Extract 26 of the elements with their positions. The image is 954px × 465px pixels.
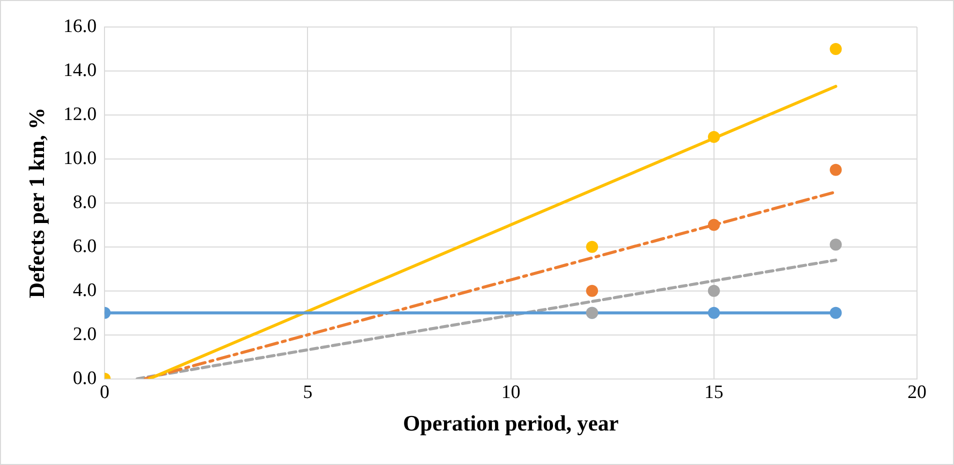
point	[708, 218, 720, 231]
x-tick-label: 20	[908, 382, 926, 404]
point	[830, 164, 842, 176]
x-axis-title: Operation period, year	[402, 410, 619, 436]
x-tick-label: 10	[501, 382, 520, 404]
y-axis-title: Defects per 1 km, %	[24, 107, 49, 298]
x-tick-label: 15	[704, 382, 724, 404]
point	[830, 238, 842, 251]
y-tick-label: 8.0	[72, 192, 97, 213]
y-tick-label: 16.0	[63, 16, 97, 37]
y-tick-label: 14.0	[63, 60, 97, 81]
y-tick-label: 2.0	[72, 324, 97, 345]
y-tick-label: 4.0	[72, 280, 97, 301]
y-tick-label: 0.0	[72, 368, 97, 389]
point	[830, 306, 842, 319]
point	[708, 306, 720, 319]
point	[830, 42, 842, 55]
y-tick-label: 12.0	[63, 104, 97, 125]
point	[708, 130, 720, 143]
y-tick-label: 6.0	[72, 236, 97, 257]
x-tick-label: 5	[302, 382, 312, 404]
point	[586, 240, 598, 253]
x-tick-label: 0	[100, 382, 110, 404]
y-tick-label: 10.0	[63, 148, 97, 169]
point	[586, 284, 598, 297]
point	[708, 284, 720, 297]
